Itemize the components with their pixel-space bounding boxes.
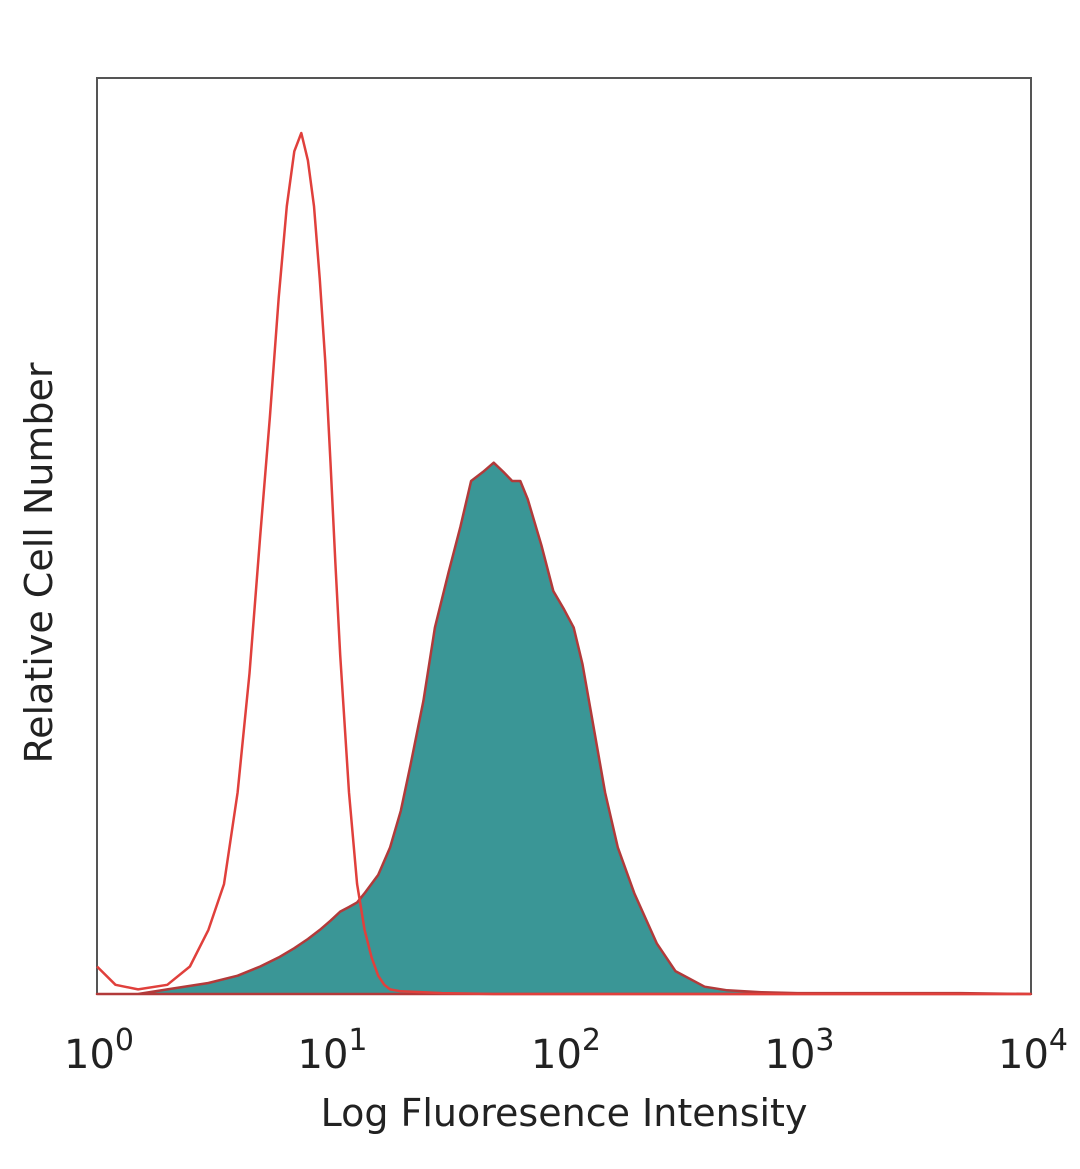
x-tick-label: 103 — [765, 1023, 835, 1078]
x-axis-ticks: 100 101 102 103 104 — [64, 1023, 1068, 1078]
series-layer — [95, 131, 1033, 996]
x-axis-label: Log Fluoresence Intensity — [321, 1091, 808, 1135]
series-0-filled-histogram — [95, 461, 1033, 996]
x-tick-label: 100 — [64, 1023, 134, 1078]
x-tick-label: 101 — [298, 1023, 368, 1078]
x-tick-label: 102 — [531, 1023, 601, 1078]
series-1-outline-histogram — [96, 131, 1031, 996]
y-axis-label: Relative Cell Number — [17, 362, 61, 763]
x-tick-label: 104 — [998, 1023, 1068, 1078]
